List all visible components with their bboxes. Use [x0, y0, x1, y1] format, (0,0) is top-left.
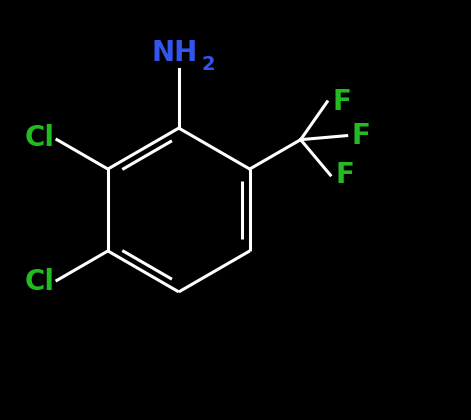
Text: Cl: Cl — [25, 123, 55, 152]
Text: F: F — [335, 161, 354, 189]
Text: 2: 2 — [202, 55, 216, 74]
Text: F: F — [332, 88, 351, 116]
Text: Cl: Cl — [25, 268, 55, 297]
Text: NH: NH — [152, 39, 198, 67]
Text: F: F — [352, 122, 371, 150]
